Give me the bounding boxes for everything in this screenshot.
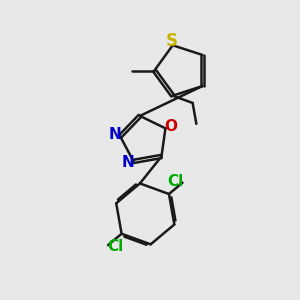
Text: N: N — [122, 155, 135, 170]
Text: N: N — [109, 128, 121, 142]
Text: S: S — [165, 32, 177, 50]
Text: Cl: Cl — [107, 239, 124, 254]
Text: O: O — [164, 119, 177, 134]
Text: Cl: Cl — [167, 174, 183, 189]
